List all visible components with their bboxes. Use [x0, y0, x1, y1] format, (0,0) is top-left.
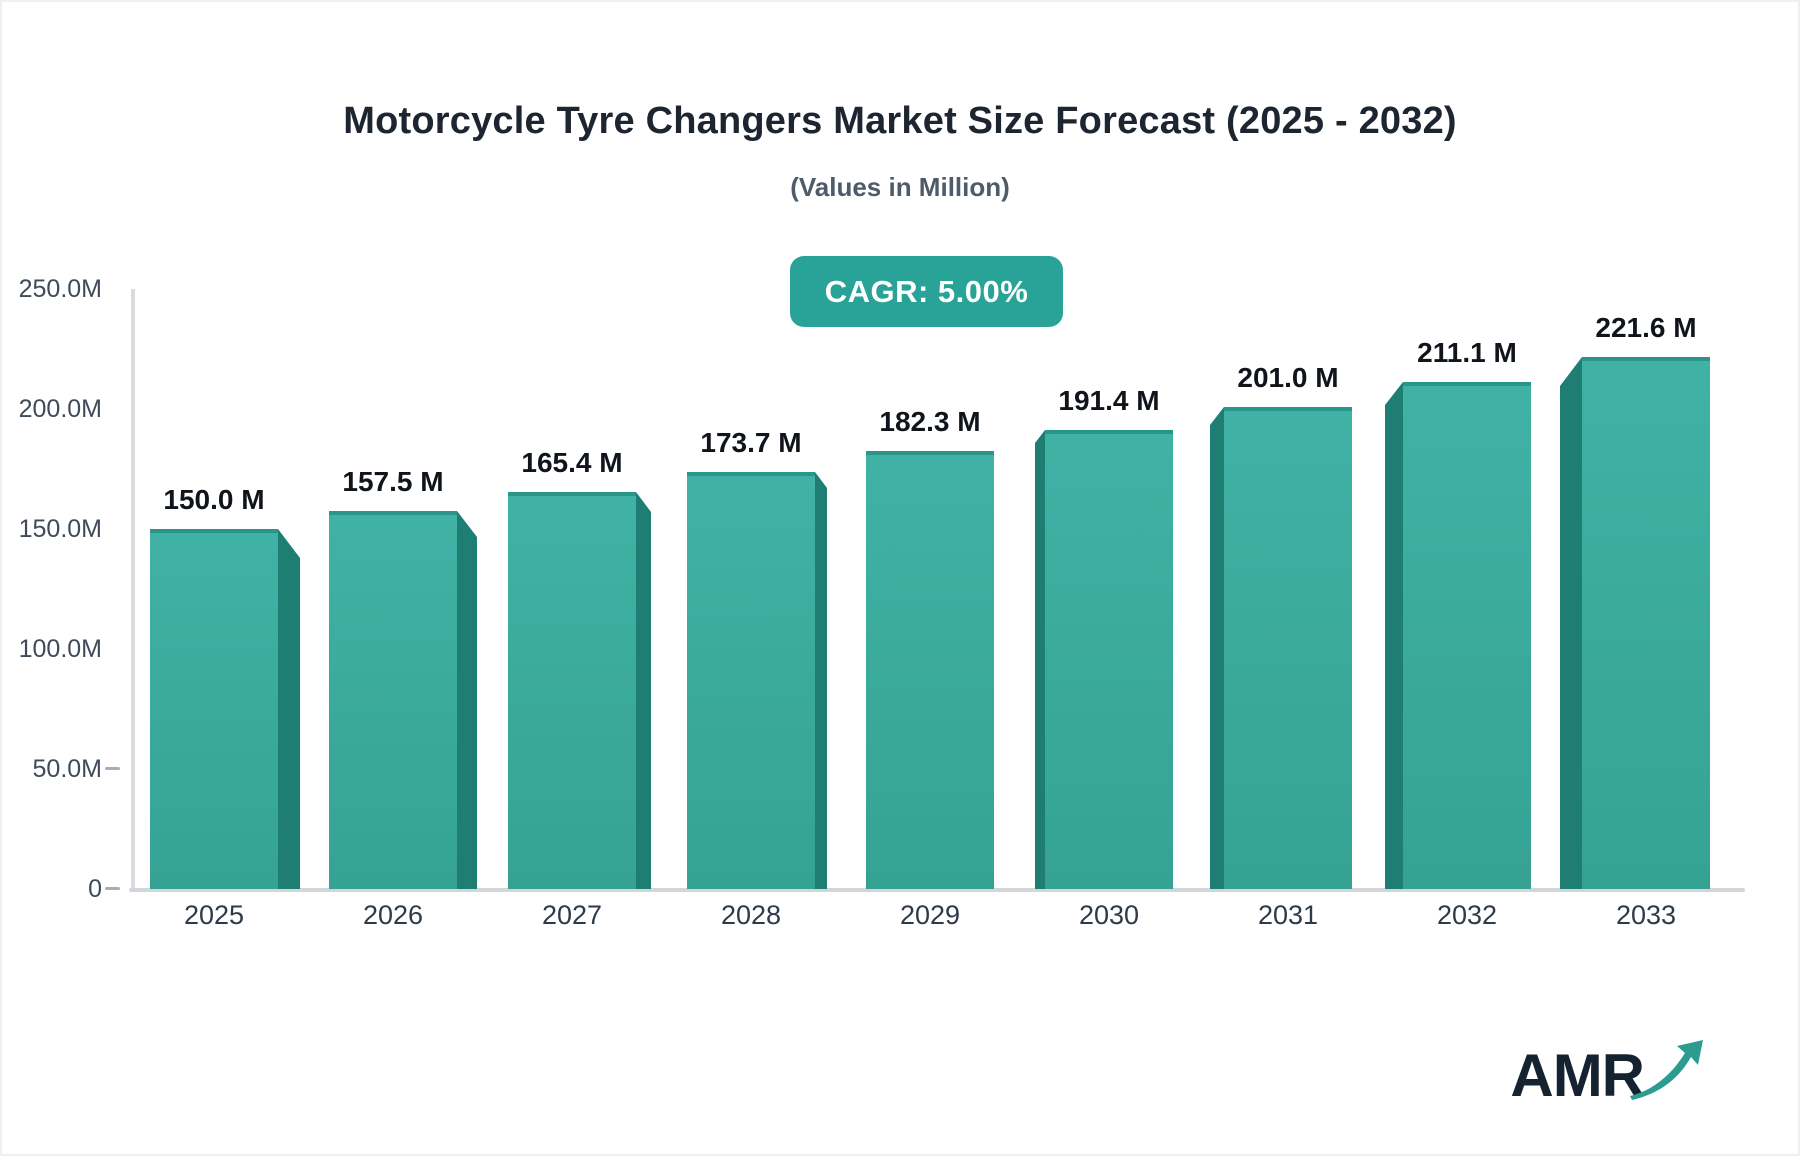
cagr-badge: CAGR: 5.00%: [790, 256, 1063, 327]
bar-2026: [329, 511, 457, 889]
bar-side-panel-2025: [278, 529, 300, 889]
y-axis-tick-label: 100.0M: [18, 635, 102, 663]
bar-side-panel-2027: [636, 492, 651, 889]
x-axis-label-2026: 2026: [362, 900, 424, 930]
bar-side-panel-2026: [457, 511, 477, 889]
y-axis-tick-label: 0: [88, 875, 102, 903]
chart-title: Motorcycle Tyre Changers Market Size For…: [343, 100, 1457, 142]
x-axis-line: [129, 888, 1745, 892]
bar-2025: [150, 529, 278, 889]
x-axis-label-2031: 2031: [1257, 900, 1319, 930]
bar-side-panel-2033: [1560, 357, 1582, 889]
y-axis-tick-mark: [105, 887, 120, 890]
y-axis-tick-label: 150.0M: [18, 515, 102, 543]
bar-side-panel-2030: [1035, 430, 1045, 889]
bar-value-label: 173.7 M: [700, 427, 802, 458]
y-axis-line: [131, 289, 135, 892]
bar-2033: [1582, 357, 1710, 889]
bar-side-panel-2032: [1385, 382, 1403, 889]
x-axis-label-2027: 2027: [541, 900, 603, 930]
bar-2031: [1224, 407, 1352, 889]
bar-2030: [1045, 430, 1173, 889]
bar-side-panel-2028: [815, 472, 827, 889]
bar-value-label: 221.6 M: [1595, 312, 1697, 343]
x-axis-label-2029: 2029: [899, 900, 961, 930]
y-axis-tick-label: 250.0M: [18, 275, 102, 303]
cagr-badge-label: CAGR: 5.00%: [824, 273, 1029, 309]
bar-value-label: 191.4 M: [1058, 385, 1160, 416]
y-axis-tick-mark: [105, 767, 120, 770]
bar-value-label: 165.4 M: [521, 447, 623, 478]
bar-2032: [1403, 382, 1531, 889]
x-axis-label-2030: 2030: [1078, 900, 1140, 930]
bar-value-label: 211.1 M: [1417, 337, 1517, 368]
x-axis-label-2028: 2028: [720, 900, 782, 930]
x-axis-label-2033: 2033: [1615, 900, 1677, 930]
y-axis-tick-label: 50.0M: [32, 755, 102, 783]
bar-2028: [687, 472, 815, 889]
bar-2029: [866, 451, 994, 889]
bar-value-label: 201.0 M: [1237, 362, 1339, 393]
amr-logo: AMR: [1510, 1038, 1714, 1106]
chart-subtitle: (Values in Million): [790, 172, 1010, 202]
bar-value-label: 182.3 M: [879, 406, 981, 437]
x-axis-label-2032: 2032: [1436, 900, 1498, 930]
y-axis-tick-label: 200.0M: [18, 395, 102, 423]
bar-side-panel-2031: [1210, 407, 1224, 889]
x-axis-label-2025: 2025: [183, 900, 245, 930]
bar-2027: [508, 492, 636, 889]
growth-arrow-icon: [1630, 1040, 1703, 1100]
bar-value-label: 157.5 M: [342, 466, 444, 497]
bar-value-label: 150.0 M: [163, 484, 265, 515]
amr-logo-text: AMR: [1510, 1042, 1645, 1109]
